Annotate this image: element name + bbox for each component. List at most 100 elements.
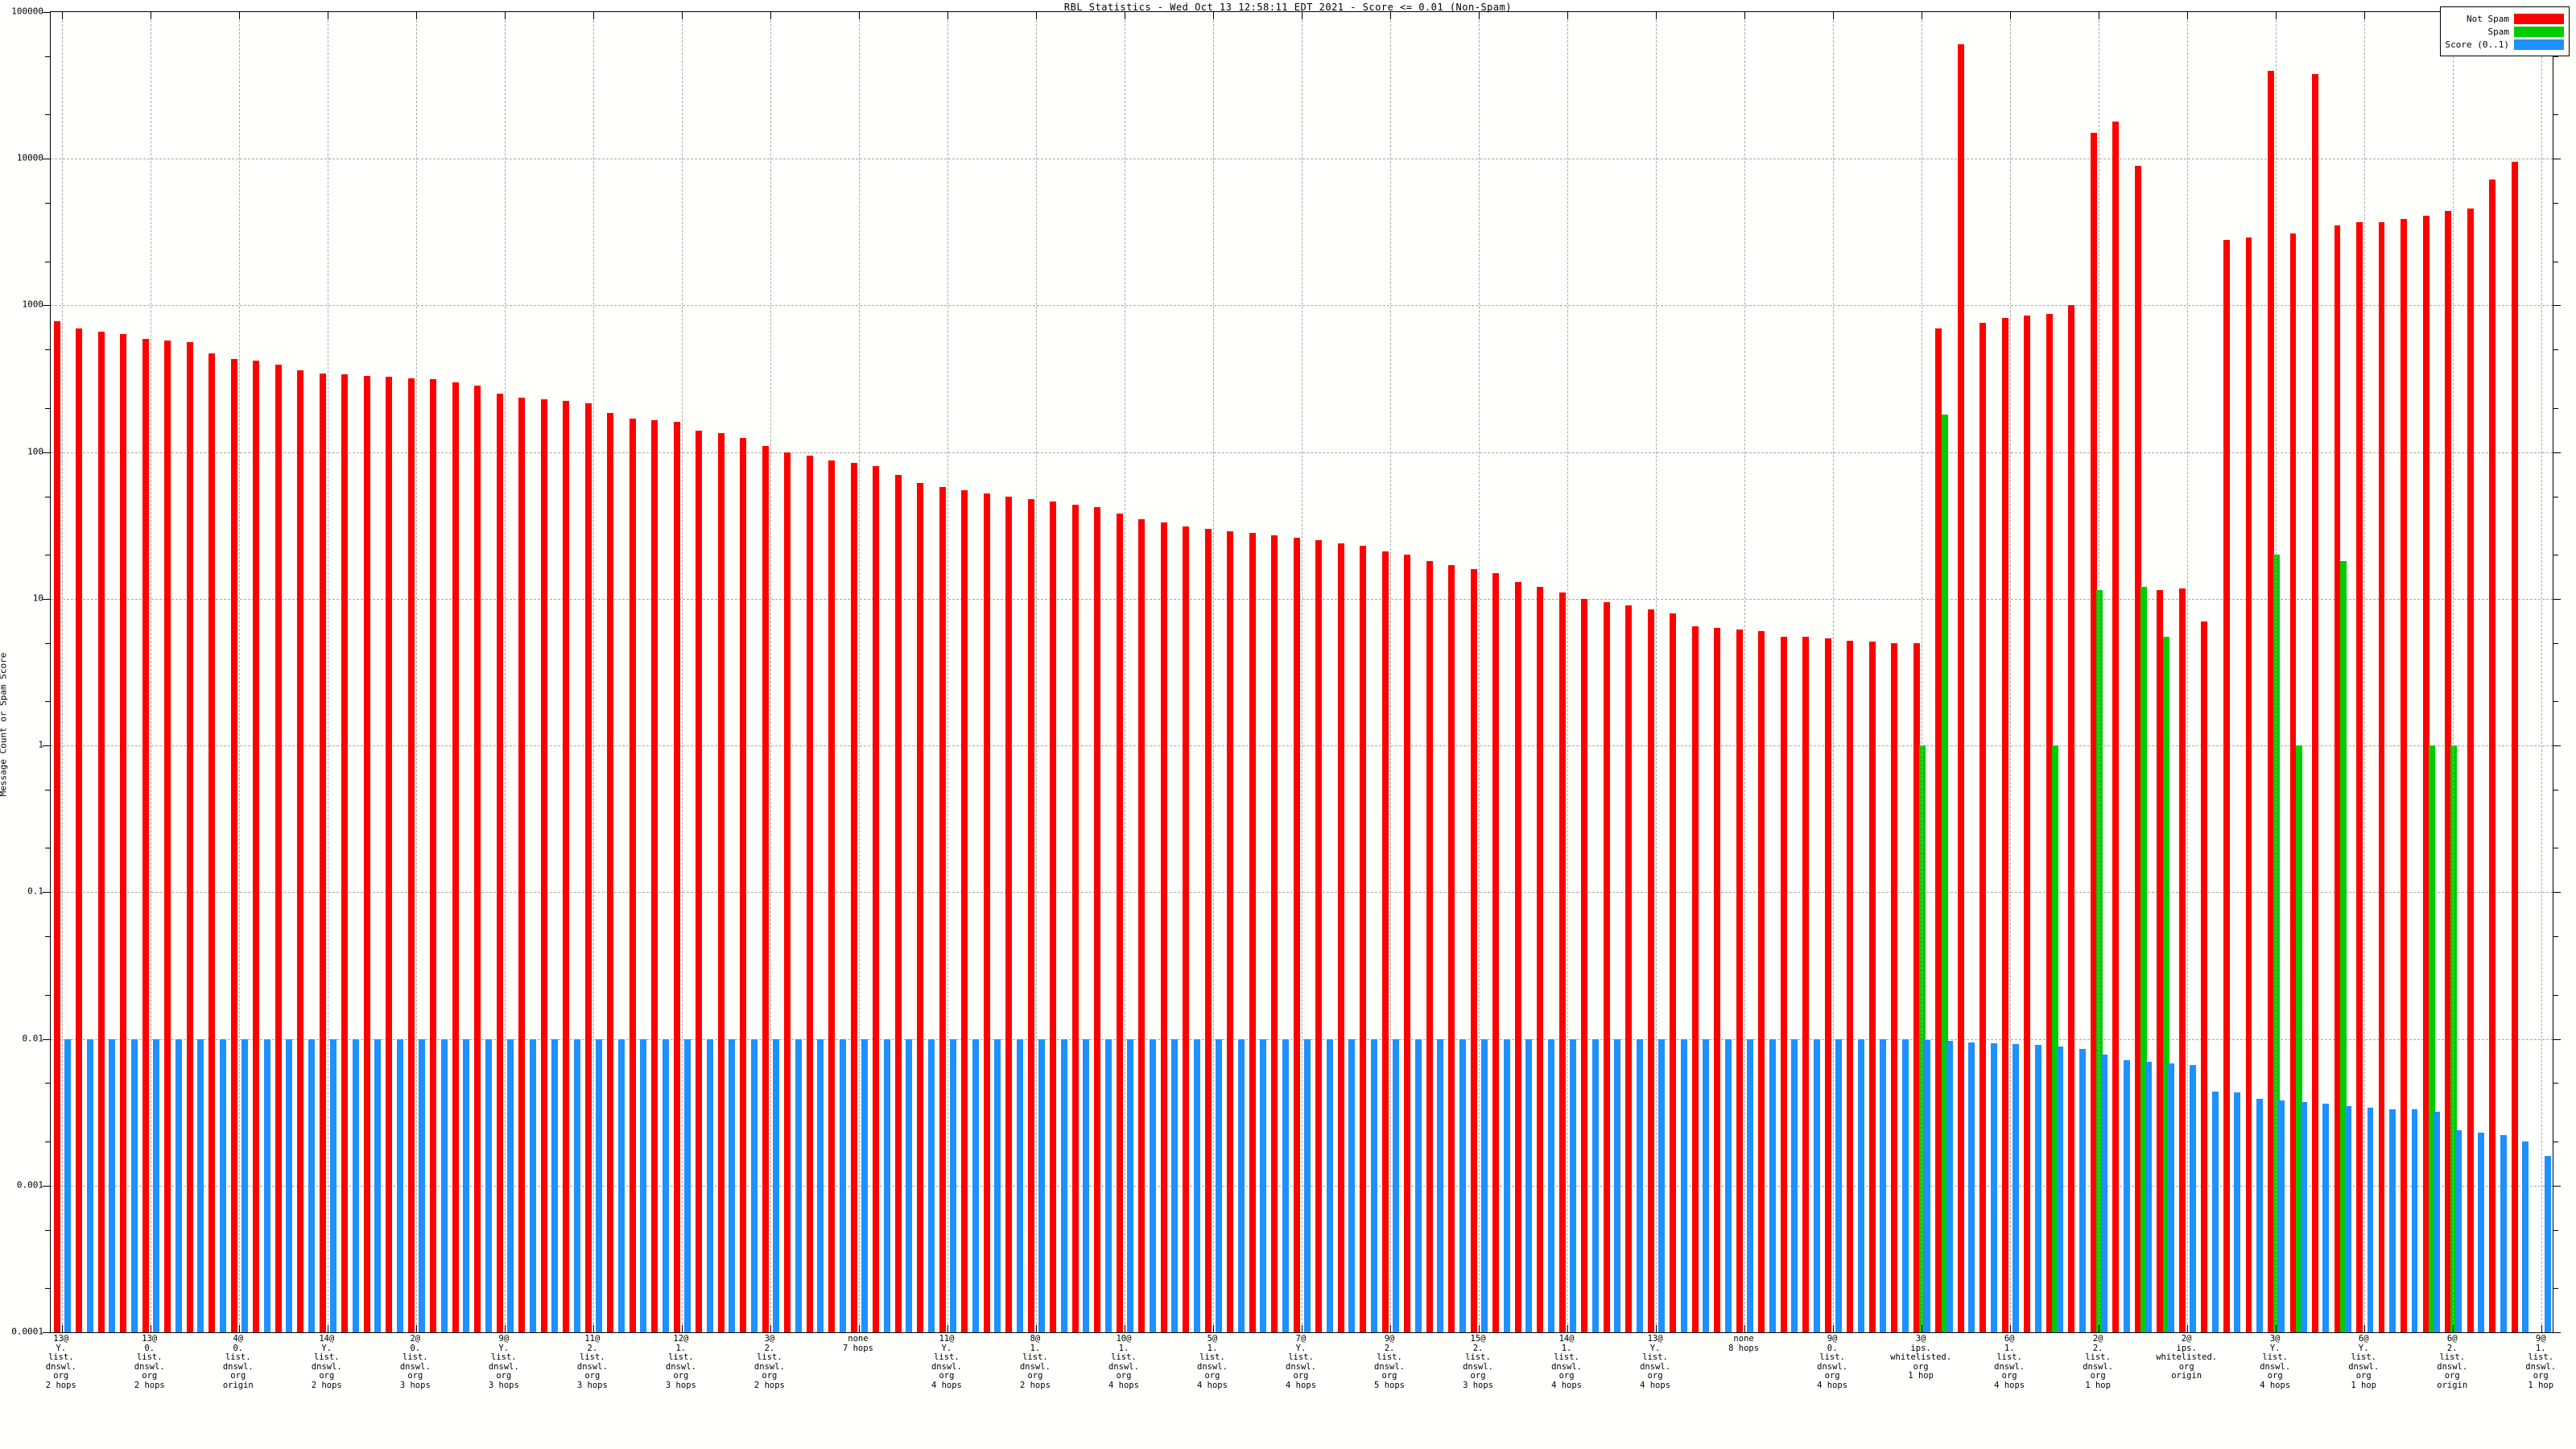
- bar-group: [339, 12, 361, 1332]
- bar-score: [817, 1038, 824, 1332]
- bar-group: [2530, 12, 2553, 1332]
- bar-score: [529, 1038, 536, 1332]
- bar-score: [2455, 1129, 2462, 1332]
- bar-group: [2043, 12, 2066, 1332]
- bar-group: [2154, 12, 2177, 1332]
- bar-group: [206, 12, 229, 1332]
- bar-not-spam: [1071, 504, 1079, 1332]
- legend-item-not-spam: Not Spam: [2446, 13, 2564, 24]
- bar-spam: [1941, 415, 1948, 1332]
- bar-not-spam: [208, 353, 216, 1332]
- y-axis-tick-label: 1: [38, 739, 43, 750]
- y-axis-tick-label: 10: [32, 592, 43, 604]
- bar-score: [950, 1038, 957, 1332]
- bar-group: [1446, 12, 1468, 1332]
- x-axis-tick: [947, 12, 948, 19]
- bar-group: [316, 12, 339, 1332]
- bar-group: [715, 12, 737, 1332]
- bar-not-spam: [518, 398, 526, 1332]
- bar-not-spam: [1138, 518, 1146, 1332]
- x-axis-tick: [1390, 12, 1392, 19]
- bar-group: [1866, 12, 1889, 1332]
- bar-score: [773, 1038, 780, 1332]
- bar-score: [197, 1038, 204, 1332]
- bar-group: [1269, 12, 1291, 1332]
- bar-score: [86, 1038, 93, 1332]
- bar-group: [449, 12, 472, 1332]
- bar-score: [972, 1038, 979, 1332]
- grid-line-vertical: [1833, 12, 1835, 1332]
- bar-spam: [2450, 745, 2458, 1332]
- bar-score: [2544, 1155, 2551, 1332]
- bar-group: [2220, 12, 2243, 1332]
- bar-score: [883, 1038, 890, 1332]
- bar-score: [2123, 1059, 2130, 1332]
- bar-score: [2367, 1107, 2374, 1332]
- bar-not-spam: [1470, 568, 1477, 1332]
- bar-score: [2478, 1132, 2484, 1332]
- bar-score: [1857, 1038, 1864, 1332]
- bar-spam: [2428, 745, 2435, 1332]
- bar-group: [2486, 12, 2508, 1332]
- bar-not-spam: [430, 378, 437, 1332]
- bar-spam: [2052, 745, 2059, 1332]
- bar-group: [1955, 12, 1977, 1332]
- bar-not-spam: [1780, 637, 1787, 1332]
- bar-group: [2287, 12, 2310, 1332]
- y-axis-minor-tick: [45, 789, 51, 791]
- bar-not-spam: [1957, 44, 1964, 1332]
- x-axis-tick: [1479, 12, 1480, 19]
- grid-line-vertical: [238, 12, 240, 1332]
- bar-score: [1724, 1038, 1732, 1332]
- x-axis-tick: [61, 1325, 63, 1332]
- grid-line-vertical: [2364, 12, 2366, 1332]
- bar-score: [1282, 1038, 1289, 1332]
- bar-score: [1216, 1038, 1223, 1332]
- bar-group: [1402, 12, 1424, 1332]
- bar-score: [175, 1038, 182, 1332]
- y-axis-minor-tick: [2553, 407, 2558, 409]
- x-axis-tick: [238, 12, 240, 19]
- bar-spam: [2096, 589, 2103, 1332]
- bar-score: [2013, 1044, 2020, 1332]
- bar-not-spam: [452, 382, 459, 1332]
- bar-group: [1136, 12, 1158, 1332]
- x-axis-tick: [1833, 12, 1835, 19]
- bar-group: [782, 12, 804, 1332]
- bar-not-spam: [2134, 165, 2141, 1332]
- bar-score: [2057, 1046, 2064, 1332]
- y-axis-tick-label: 0.1: [27, 886, 43, 897]
- bar-not-spam: [1050, 502, 1057, 1332]
- bar-not-spam: [2201, 621, 2208, 1332]
- bar-score: [2167, 1063, 2174, 1332]
- grid-line-vertical: [2010, 12, 2012, 1332]
- legend-label-not-spam: Not Spam: [2467, 13, 2509, 24]
- bar-not-spam: [894, 474, 902, 1332]
- bar-score: [396, 1038, 403, 1332]
- x-axis-tick: [592, 12, 594, 19]
- y-axis-minor-tick: [2553, 994, 2558, 996]
- bar-group: [671, 12, 693, 1332]
- bar-not-spam: [1868, 642, 1876, 1332]
- plot-inner: [51, 12, 2553, 1332]
- bar-group: [1512, 12, 1534, 1332]
- bar-group: [472, 12, 494, 1332]
- bar-group: [2420, 12, 2442, 1332]
- bar-group: [2464, 12, 2487, 1332]
- x-axis-tick-label: 4@ 0. list. dnswl. org origin: [222, 1334, 254, 1390]
- x-axis-tick: [947, 1325, 948, 1332]
- x-axis-tick-label: 9@ 0. list. dnswl. org 4 hops: [1817, 1334, 1848, 1390]
- bar-not-spam: [1514, 582, 1521, 1332]
- bar-score: [507, 1038, 514, 1332]
- x-axis-tick-label: 5@ 1. list. dnswl. org 4 hops: [1197, 1334, 1228, 1390]
- grid-line-vertical: [1479, 12, 1480, 1332]
- bar-not-spam: [540, 398, 547, 1332]
- x-axis-tick: [1390, 1325, 1392, 1332]
- bar-not-spam: [1116, 514, 1123, 1332]
- bar-group: [826, 12, 848, 1332]
- bar-score: [130, 1038, 138, 1332]
- bar-spam: [2162, 637, 2169, 1332]
- bar-group: [2264, 12, 2287, 1332]
- bar-not-spam: [474, 385, 481, 1332]
- grid-line-vertical: [1212, 12, 1214, 1332]
